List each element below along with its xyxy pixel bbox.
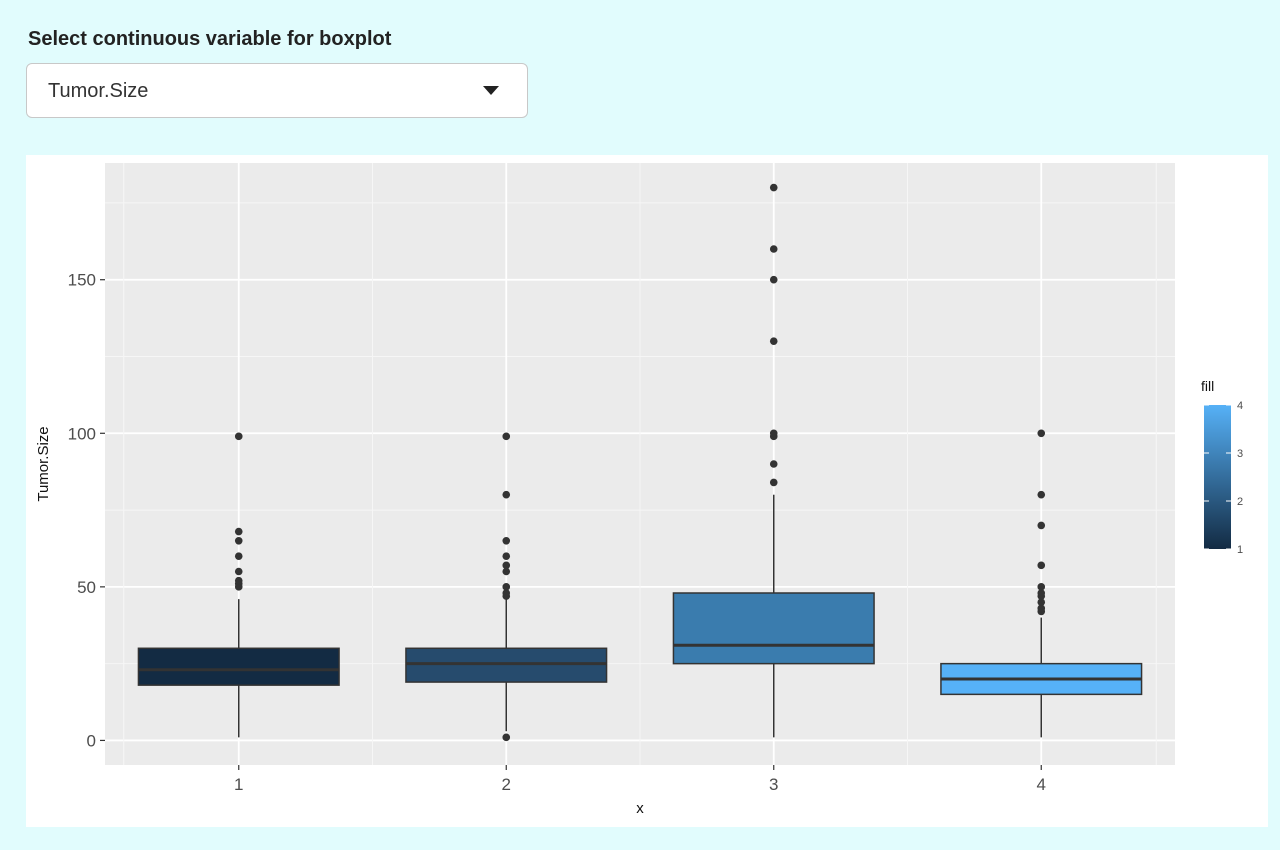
legend: fill 1 2 3 4: [1201, 378, 1243, 556]
plot-card: 0 50 100 150 1 2 3 4 x Tumor.Size fill 1 2 3 4: [26, 155, 1268, 827]
outlier-point: [769, 429, 778, 438]
outlier-point: [234, 527, 243, 536]
box-group-2: [405, 432, 608, 742]
y-tick-label: 0: [87, 731, 96, 750]
boxplot-chart: 0 50 100 150 1 2 3 4 x Tumor.Size fill 1 2 3 4: [35, 163, 1243, 817]
x-tick-label: 4: [1037, 775, 1046, 794]
box-iqr: [137, 647, 340, 686]
outlier-point: [1037, 598, 1046, 607]
caret-down-icon: [483, 86, 499, 95]
outlier-point: [769, 245, 778, 253]
y-tick-label: 150: [68, 271, 96, 290]
x-axis-title: x: [636, 800, 644, 817]
legend-tick-label: 2: [1237, 496, 1243, 508]
outlier-point: [502, 589, 511, 597]
outlier-point: [769, 460, 778, 468]
box-iqr: [672, 592, 875, 665]
outlier-point: [769, 337, 778, 345]
outlier-point: [769, 478, 778, 487]
box-group-1: [137, 432, 340, 738]
outlier-point: [1037, 521, 1046, 530]
box-group-4: [940, 429, 1143, 738]
outlier-point: [502, 536, 511, 545]
outlier-point: [502, 432, 511, 441]
outlier-point: [769, 275, 778, 284]
y-tick-label: 50: [77, 578, 96, 597]
x-tick-label: 2: [502, 775, 511, 794]
variable-select[interactable]: Tumor.Size: [26, 63, 528, 118]
outlier-point: [502, 552, 511, 560]
outlier-point: [1037, 583, 1046, 591]
outlier-point: [234, 432, 243, 441]
outlier-point: [502, 733, 511, 742]
outlier-point: [1037, 561, 1046, 570]
outlier-point: [234, 536, 243, 545]
x-tick-label: 1: [234, 775, 243, 794]
outlier-point: [234, 576, 243, 585]
outlier-point: [234, 552, 243, 560]
boxes-layer: [137, 183, 1143, 742]
outlier-point: [1037, 429, 1046, 438]
outlier-point: [502, 583, 511, 591]
select-label: Select continuous variable for boxplot: [28, 28, 392, 50]
outlier-point: [1037, 604, 1046, 613]
axes-layer: 0 50 100 150 1 2 3 4 x Tumor.Size: [35, 271, 1046, 817]
x-tick-label: 3: [769, 775, 778, 794]
legend-tick-label: 3: [1237, 448, 1243, 460]
outlier-point: [1037, 490, 1046, 499]
box-iqr: [405, 647, 608, 683]
legend-tick-label: 4: [1237, 400, 1243, 412]
legend-colorbar: [1204, 405, 1231, 549]
outlier-point: [769, 183, 778, 192]
outlier-point: [502, 567, 511, 576]
y-tick-label: 100: [68, 424, 96, 443]
legend-tick-label: 1: [1237, 544, 1243, 556]
outlier-point: [502, 561, 511, 570]
outlier-point: [234, 567, 243, 576]
legend-title: fill: [1201, 378, 1214, 394]
y-axis-title: Tumor.Size: [35, 426, 52, 501]
box-group-3: [672, 183, 875, 738]
grid-lines: [105, 163, 1175, 765]
outlier-point: [1037, 589, 1046, 597]
outlier-point: [502, 490, 511, 499]
select-value: Tumor.Size: [48, 80, 149, 102]
